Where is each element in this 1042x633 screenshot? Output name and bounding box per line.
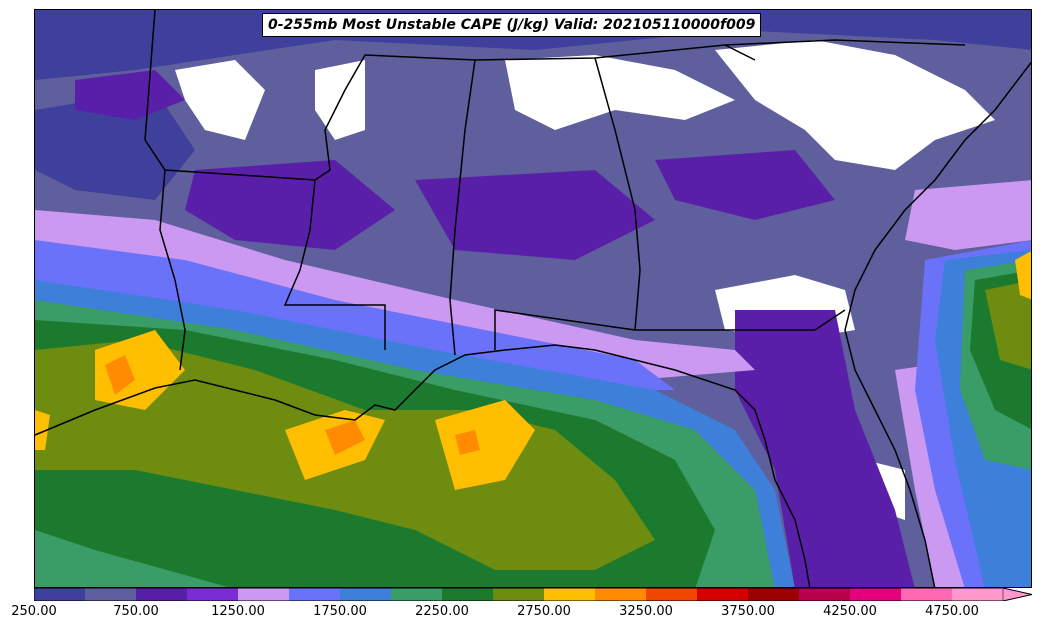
colorbar-segment [187, 588, 239, 601]
colorbar-segment [238, 588, 290, 601]
colorbar-segment [799, 588, 851, 601]
colorbar-tick-labels: 250.00 750.00 1250.00 1750.00 2250.00 2750.00… [0, 604, 1042, 624]
colorbar-segment [85, 588, 137, 601]
colorbar-segment [34, 588, 86, 601]
colorbar-segment [748, 588, 800, 601]
colorbar [34, 588, 1032, 601]
colorbar-segment [289, 588, 341, 601]
colorbar-tick-label: 3250.00 [619, 604, 673, 619]
map-title: 0-255mb Most Unstable CAPE (J/kg) Valid:… [262, 13, 762, 37]
colorbar-segment [595, 588, 647, 601]
colorbar-segment [952, 588, 1004, 601]
colorbar-tick-label: 250.00 [11, 604, 57, 619]
colorbar-segment [850, 588, 902, 601]
colorbar-segment [697, 588, 749, 601]
colorbar-segment [544, 588, 596, 601]
colorbar-tick-label: 1250.00 [211, 604, 265, 619]
colorbar-tick-label: 2250.00 [415, 604, 469, 619]
colorbar-tick-label: 3750.00 [721, 604, 775, 619]
colorbar-segment [646, 588, 698, 601]
colorbar-segment [493, 588, 545, 601]
colorbar-segment [391, 588, 443, 601]
colorbar-tick-label: 4750.00 [925, 604, 979, 619]
cape-map-canvas [35, 10, 1031, 587]
colorbar-tick-label: 2750.00 [517, 604, 571, 619]
colorbar-segment [901, 588, 953, 601]
colorbar-tick-label: 1750.00 [313, 604, 367, 619]
colorbar-segment [136, 588, 188, 601]
state-boundaries [35, 10, 1031, 587]
cape-contour-field [35, 10, 1031, 587]
colorbar-segment [442, 588, 494, 601]
colorbar-segment [340, 588, 392, 601]
colorbar-tick-label: 750.00 [113, 604, 159, 619]
cape-map [34, 9, 1032, 588]
colorbar-tick-label: 4250.00 [823, 604, 877, 619]
colorbar-extend-arrow [1002, 588, 1032, 601]
